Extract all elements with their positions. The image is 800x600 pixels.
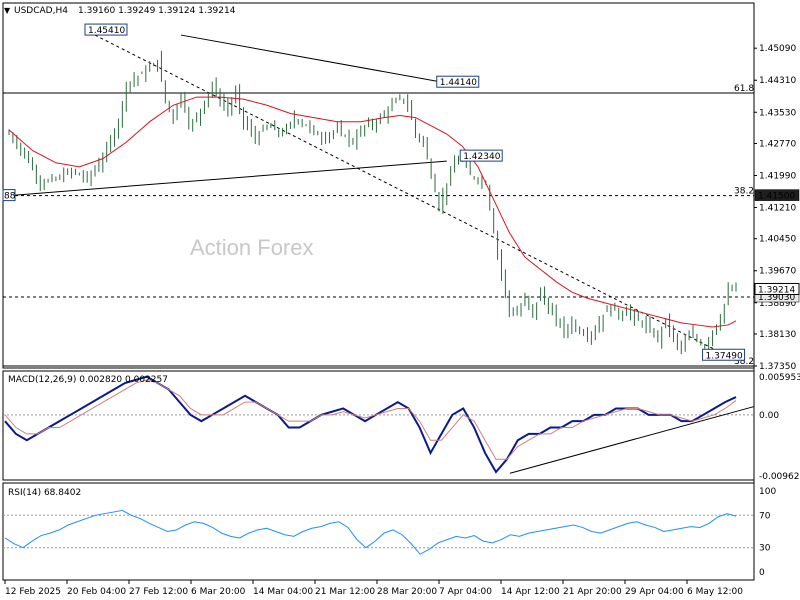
level-tag-2: 1.39030	[758, 293, 795, 303]
x-tick-label: 6 May 12:00	[687, 587, 743, 597]
x-tick-label: 28 Mar 20:00	[377, 587, 437, 597]
current-price-box	[754, 282, 800, 295]
level-label-0: 61.8	[734, 84, 754, 94]
trendline-0	[8, 160, 447, 197]
macd-tick-label: 0.00	[759, 411, 779, 421]
y-tick-label: 1.43530	[759, 108, 796, 118]
level-tag-1: 1.41500	[758, 192, 795, 202]
macd-line	[4, 375, 737, 474]
price-label-3: 1.37490	[706, 351, 743, 361]
main-price-plot: 61.8 38.2 38.2 1.45410 1.44140 1.42340 1.37490…	[2, 23, 754, 367]
rsi-tick-label: 70	[759, 511, 771, 521]
y-tick-label: 1.41210	[759, 204, 796, 214]
level-tag-box-1	[754, 189, 800, 201]
price-label-box-3	[702, 348, 746, 361]
price-label-1: 1.44140	[440, 78, 477, 88]
level-label-3: 38.2	[734, 357, 754, 367]
y-tick-label: 1.40450	[759, 235, 796, 245]
x-tick-label: 20 Feb 04:00	[67, 587, 126, 597]
rsi-line	[4, 509, 737, 555]
price-label-2: 1.42340	[463, 152, 500, 162]
x-tick-label: 12 Feb 2025	[5, 587, 61, 597]
rsi-title: RSI(14) 68.8402	[8, 488, 81, 498]
y-tick-label: 1.38890	[759, 299, 796, 309]
trendline-1	[180, 34, 471, 88]
moving-average-line	[8, 96, 737, 328]
current-price-label: 1.39214	[758, 285, 795, 295]
price-label-box-0	[84, 23, 128, 36]
rsi-tick-label: 100	[759, 487, 776, 497]
x-tick-label: 14 Apr 12:00	[501, 587, 560, 597]
y-tick-label: 1.45090	[759, 44, 796, 54]
y-tick-label: 1.37350	[759, 362, 796, 372]
x-tick-label: 6 Mar 20:00	[191, 587, 246, 597]
x-tick-label: 14 Mar 04:00	[253, 587, 313, 597]
rsi-tick-label: 30	[759, 544, 771, 554]
macd-title: MACD(12,26,9) 0.002820 0.002257	[8, 375, 168, 385]
y-tick-label: 1.41990	[759, 171, 796, 181]
symbol-timeframe: USDCAD,H4	[14, 6, 68, 16]
rsi-plot	[3, 509, 754, 555]
y-tick-label: 1.44310	[759, 76, 796, 86]
macd-tick-label: -0.009629	[759, 472, 800, 482]
axes: 1.45090 1.44310 1.43530 1.42770 1.41990 1.412…	[4, 3, 800, 597]
ohlc-values: 1.39160 1.39249 1.39124 1.39214	[78, 6, 236, 16]
price-label-0: 1.45410	[88, 26, 125, 36]
level-label-1: 38.2	[734, 187, 754, 197]
x-tick-label: 21 Apr 20:00	[563, 587, 622, 597]
macd-plot	[3, 375, 755, 474]
x-tick-label: 21 Mar 12:00	[315, 587, 375, 597]
price-label-box-1	[436, 75, 480, 88]
watermark: Action Forex	[190, 235, 314, 260]
y-tick-label: 1.38130	[759, 330, 796, 340]
y-tick-label: 1.39670	[759, 267, 796, 277]
x-tick-label: 7 Apr 04:00	[439, 587, 492, 597]
price-label-box-2	[459, 149, 503, 162]
macd-trendline	[509, 406, 755, 474]
y-tick-label: 1.42770	[759, 139, 796, 149]
macd-signal-line	[4, 379, 737, 460]
macd-tick-label: 0.005953	[759, 373, 800, 383]
left-label: 88	[4, 192, 16, 202]
left-label-box	[2, 189, 16, 202]
x-tick-label: 27 Feb 12:00	[129, 587, 188, 597]
rsi-tick-label: 0	[759, 568, 765, 578]
x-tick-label: 29 Apr 04:00	[625, 587, 684, 597]
chart-menu-arrow-icon[interactable]: ▼	[4, 6, 11, 15]
